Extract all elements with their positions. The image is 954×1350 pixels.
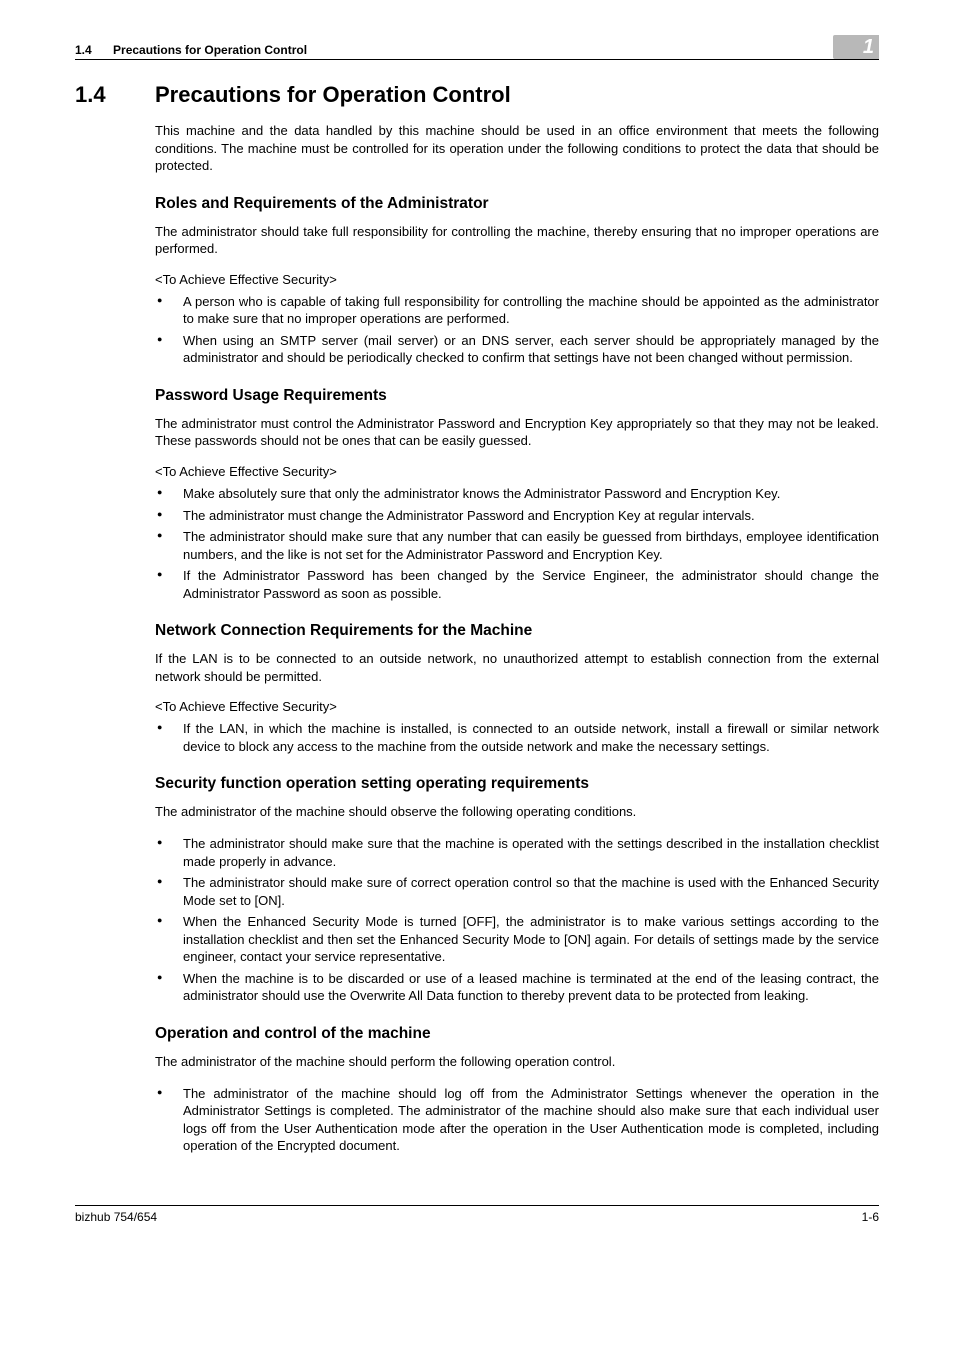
list-item: A person who is capable of taking full r… bbox=[155, 293, 879, 328]
page-footer: bizhub 754/654 1-6 bbox=[75, 1205, 879, 1224]
security-tag: <To Achieve Effective Security> bbox=[155, 272, 879, 287]
footer-page-number: 1-6 bbox=[862, 1210, 879, 1224]
bullet-list: If the LAN, in which the machine is inst… bbox=[155, 720, 879, 755]
page: 1.4 Precautions for Operation Control 1 … bbox=[0, 0, 954, 1254]
subsection-heading: Roles and Requirements of the Administra… bbox=[155, 195, 879, 213]
content-body: This machine and the data handled by thi… bbox=[155, 122, 879, 1155]
list-item: The administrator should make sure that … bbox=[155, 835, 879, 870]
subsection-paragraph: If the LAN is to be connected to an outs… bbox=[155, 650, 879, 685]
list-item: When using an SMTP server (mail server) … bbox=[155, 332, 879, 367]
subsection-paragraph: The administrator of the machine should … bbox=[155, 1053, 879, 1071]
bullet-list: The administrator should make sure that … bbox=[155, 835, 879, 1005]
subsection-paragraph: The administrator of the machine should … bbox=[155, 803, 879, 821]
header-section-title: Precautions for Operation Control bbox=[113, 43, 307, 57]
header-left: 1.4 Precautions for Operation Control bbox=[75, 43, 307, 57]
list-item: The administrator of the machine should … bbox=[155, 1085, 879, 1155]
section-heading: 1.4 Precautions for Operation Control bbox=[75, 82, 879, 108]
subsection-paragraph: The administrator must control the Admin… bbox=[155, 415, 879, 450]
list-item: The administrator should make sure that … bbox=[155, 528, 879, 563]
heading-title: Precautions for Operation Control bbox=[155, 82, 511, 108]
list-item: The administrator should make sure of co… bbox=[155, 874, 879, 909]
subsection-paragraph: The administrator should take full respo… bbox=[155, 223, 879, 258]
intro-paragraph: This machine and the data handled by thi… bbox=[155, 122, 879, 175]
list-item: The administrator must change the Admini… bbox=[155, 507, 879, 525]
bullet-list: The administrator of the machine should … bbox=[155, 1085, 879, 1155]
subsection-heading: Operation and control of the machine bbox=[155, 1025, 879, 1043]
header-section-number: 1.4 bbox=[75, 43, 92, 57]
security-tag: <To Achieve Effective Security> bbox=[155, 464, 879, 479]
list-item: When the machine is to be discarded or u… bbox=[155, 970, 879, 1005]
subsection-heading: Security function operation setting oper… bbox=[155, 775, 879, 793]
list-item: When the Enhanced Security Mode is turne… bbox=[155, 913, 879, 966]
chapter-tab: 1 bbox=[833, 35, 879, 59]
security-tag: <To Achieve Effective Security> bbox=[155, 699, 879, 714]
list-item: Make absolutely sure that only the admin… bbox=[155, 485, 879, 503]
subsection-heading: Password Usage Requirements bbox=[155, 387, 879, 405]
footer-product: bizhub 754/654 bbox=[75, 1210, 157, 1224]
bullet-list: Make absolutely sure that only the admin… bbox=[155, 485, 879, 602]
list-item: If the Administrator Password has been c… bbox=[155, 567, 879, 602]
heading-number: 1.4 bbox=[75, 82, 155, 108]
bullet-list: A person who is capable of taking full r… bbox=[155, 293, 879, 367]
subsection-heading: Network Connection Requirements for the … bbox=[155, 622, 879, 640]
list-item: If the LAN, in which the machine is inst… bbox=[155, 720, 879, 755]
page-header: 1.4 Precautions for Operation Control 1 bbox=[75, 35, 879, 60]
